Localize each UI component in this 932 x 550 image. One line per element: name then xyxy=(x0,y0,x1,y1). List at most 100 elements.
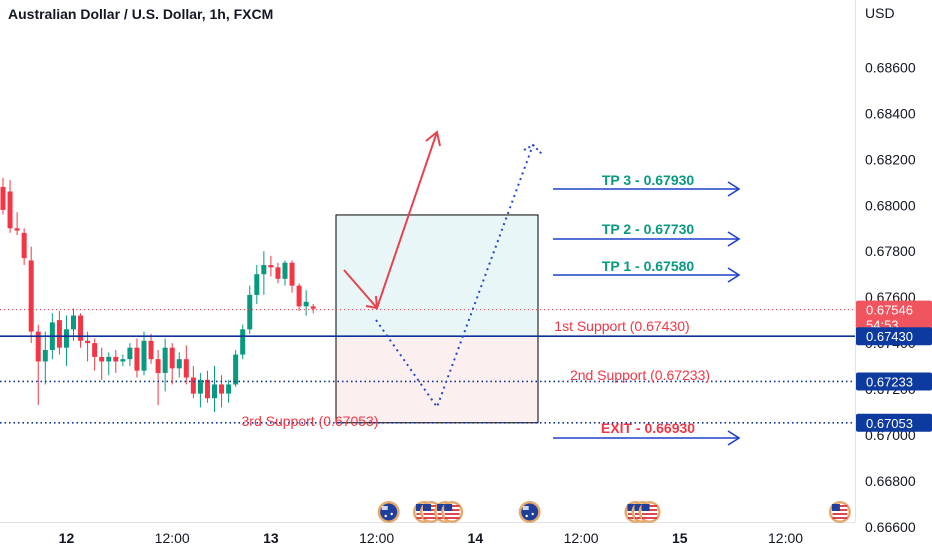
candle-body xyxy=(141,340,147,371)
candle xyxy=(226,379,232,403)
price-tick-label: 0.68200 xyxy=(865,151,916,167)
chart-title: Australian Dollar / U.S. Dollar, 1h, FXC… xyxy=(8,6,273,22)
support-3-price-tag-label: 0.67053 xyxy=(866,416,913,431)
event-us-icon xyxy=(638,501,661,523)
candle-body xyxy=(35,331,41,362)
candle xyxy=(120,354,126,367)
candle xyxy=(169,343,175,385)
candle xyxy=(212,366,217,412)
red-rally-arrowhead xyxy=(425,130,441,147)
time-tick-label: 12:00 xyxy=(564,530,599,546)
candle-body xyxy=(254,274,260,295)
candle xyxy=(0,177,6,215)
tp2-arrowhead xyxy=(727,231,741,247)
candle xyxy=(204,370,210,403)
candle-body xyxy=(303,301,309,307)
candle xyxy=(28,246,34,344)
candle xyxy=(240,324,246,360)
support-2-price-tag xyxy=(856,372,932,391)
candle xyxy=(310,304,316,314)
candle xyxy=(303,290,309,316)
last-price-value: 0.67546 xyxy=(866,303,913,318)
candle-body xyxy=(204,379,210,399)
candle xyxy=(99,347,105,380)
exit-arrowhead xyxy=(727,430,741,446)
flag-union xyxy=(381,506,388,510)
flag-canton xyxy=(641,504,650,511)
candle-body xyxy=(63,329,69,348)
support-1-price-tag xyxy=(856,327,932,346)
candle-body xyxy=(310,306,316,309)
candle xyxy=(14,212,20,236)
candle-body xyxy=(247,294,253,330)
tp1-arrowhead xyxy=(727,267,741,283)
flag-star xyxy=(531,512,534,516)
candle-body xyxy=(162,347,168,373)
tp1-label: TP 1 - 0.67580 xyxy=(602,258,695,274)
candle xyxy=(282,260,288,286)
flag-star xyxy=(384,514,387,518)
price-tick-label: 0.68600 xyxy=(865,60,916,76)
price-axis-unit: USD xyxy=(865,5,895,21)
support-1-price-tag-label: 0.67430 xyxy=(866,329,913,344)
candle-body xyxy=(85,340,91,344)
price-tick-label: 0.66800 xyxy=(865,473,916,489)
flag-canton xyxy=(831,504,840,511)
time-tick-label: 14 xyxy=(468,530,484,546)
candle xyxy=(155,349,161,406)
candle xyxy=(162,338,168,392)
candle xyxy=(148,333,154,364)
flag-canton xyxy=(627,504,636,511)
flag-canton xyxy=(634,504,643,511)
candle xyxy=(35,324,41,406)
candle-body xyxy=(268,265,274,268)
support-2-price-tag-label: 0.67233 xyxy=(866,374,913,389)
candle-body xyxy=(190,377,196,394)
time-tick-label: 12:00 xyxy=(359,530,394,546)
price-tick-label: 0.67800 xyxy=(865,243,916,259)
candle xyxy=(21,228,27,266)
red-rally-line xyxy=(376,131,438,309)
time-tick-label: 12 xyxy=(59,530,75,546)
candle-body xyxy=(56,320,62,348)
candle xyxy=(127,343,133,367)
flag-union xyxy=(522,506,529,510)
candle xyxy=(247,285,253,334)
candle-body xyxy=(155,359,161,373)
candle-body xyxy=(176,359,182,369)
candle xyxy=(254,265,260,305)
candle xyxy=(78,313,84,348)
candle-body xyxy=(120,359,126,362)
time-tick-label: 12:00 xyxy=(155,530,190,546)
candle-body xyxy=(7,191,13,229)
candle-body xyxy=(99,356,105,362)
candle xyxy=(176,352,182,378)
price-tick-label: 0.66600 xyxy=(865,519,916,535)
last-price-tag xyxy=(856,300,932,335)
candle xyxy=(296,283,302,311)
candle-body xyxy=(0,186,6,210)
event-au-icon xyxy=(377,501,400,523)
candle-body xyxy=(282,262,288,279)
price-tick-label: 0.68400 xyxy=(865,105,916,121)
candle-body xyxy=(71,315,76,330)
candle xyxy=(56,310,62,355)
blue-dotted-arrowhead xyxy=(523,143,544,156)
candle-body xyxy=(78,315,84,341)
candle-body xyxy=(21,232,27,259)
candle-body xyxy=(240,329,246,355)
candle xyxy=(289,260,295,293)
candle-body xyxy=(92,343,98,357)
event-us-icon xyxy=(441,501,464,523)
red-dip-line xyxy=(343,269,378,309)
candle-body xyxy=(212,384,217,399)
event-us-icon xyxy=(828,501,851,523)
target-zone-box xyxy=(336,214,538,337)
candle xyxy=(261,251,267,295)
candle xyxy=(7,180,13,233)
candle xyxy=(275,262,281,284)
candle-body xyxy=(233,354,239,385)
candle-body xyxy=(14,228,20,231)
support-1-label: 1st Support (0.67430) xyxy=(554,318,689,334)
